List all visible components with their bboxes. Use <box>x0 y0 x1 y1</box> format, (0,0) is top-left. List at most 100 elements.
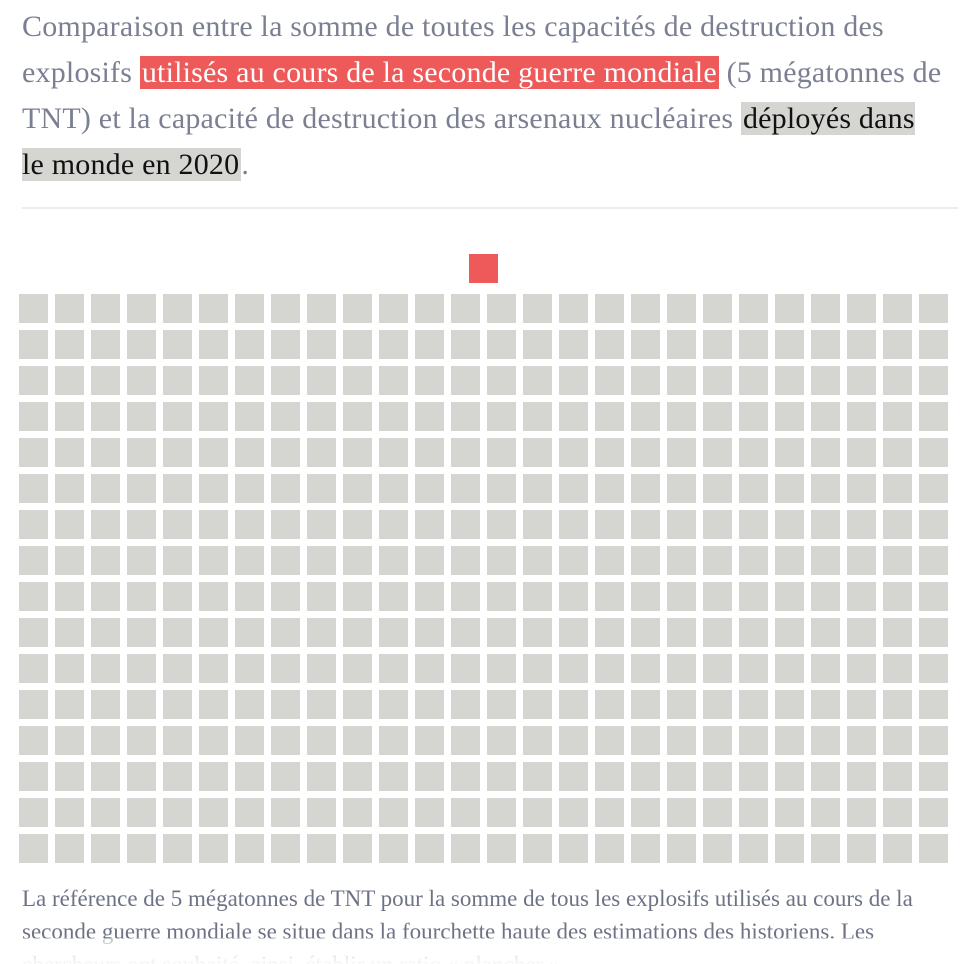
arsenal-square <box>667 438 696 467</box>
arsenal-square <box>343 654 372 683</box>
arsenal-square <box>811 582 840 611</box>
arsenal-square <box>595 366 624 395</box>
arsenal-square <box>55 762 84 791</box>
arsenal-square <box>163 330 192 359</box>
arsenal-square <box>667 582 696 611</box>
arsenal-square <box>19 798 48 827</box>
arsenal-square <box>19 690 48 719</box>
arsenal-square <box>199 762 228 791</box>
arsenal-square <box>163 402 192 431</box>
arsenal-square <box>127 438 156 467</box>
arsenal-square <box>379 438 408 467</box>
arsenal-square <box>91 474 120 503</box>
arsenal-square <box>775 798 804 827</box>
arsenal-square <box>631 582 660 611</box>
arsenal-square <box>883 654 912 683</box>
arsenal-square <box>595 798 624 827</box>
arsenal-square <box>559 690 588 719</box>
arsenal-square <box>883 510 912 539</box>
arsenal-square <box>847 654 876 683</box>
arsenal-square <box>775 582 804 611</box>
arsenal-square <box>271 330 300 359</box>
arsenal-square <box>523 366 552 395</box>
arsenal-square <box>703 726 732 755</box>
arsenal-square <box>307 654 336 683</box>
arsenal-square <box>919 762 948 791</box>
arsenal-square <box>91 762 120 791</box>
arsenal-square <box>811 510 840 539</box>
arsenal-square <box>91 330 120 359</box>
arsenal-square <box>271 834 300 863</box>
arsenal-square <box>127 546 156 575</box>
arsenal-square <box>775 726 804 755</box>
arsenal-square <box>739 690 768 719</box>
arsenal-square <box>55 474 84 503</box>
arsenal-square <box>127 690 156 719</box>
arsenal-square <box>883 402 912 431</box>
arsenal-square <box>451 294 480 323</box>
arsenal-square <box>559 834 588 863</box>
arsenal-square <box>847 366 876 395</box>
arsenal-square <box>235 618 264 647</box>
arsenal-square <box>451 762 480 791</box>
arsenal-square <box>703 582 732 611</box>
arsenal-square <box>127 654 156 683</box>
arsenal-square <box>523 438 552 467</box>
arsenal-square <box>307 438 336 467</box>
arsenal-square <box>19 294 48 323</box>
arsenal-square <box>883 474 912 503</box>
arsenal-square <box>667 474 696 503</box>
arsenal-square <box>595 330 624 359</box>
arsenal-square <box>847 582 876 611</box>
arsenal-square <box>739 582 768 611</box>
arsenal-square <box>667 834 696 863</box>
arsenal-square <box>919 798 948 827</box>
arsenal-square <box>235 438 264 467</box>
waffle-chart <box>19 254 948 863</box>
arsenal-square <box>235 330 264 359</box>
arsenal-square <box>307 366 336 395</box>
arsenal-square <box>739 546 768 575</box>
arsenal-square <box>523 402 552 431</box>
arsenal-square <box>595 438 624 467</box>
arsenal-square <box>811 546 840 575</box>
arsenal-square <box>775 546 804 575</box>
arsenal-square <box>91 582 120 611</box>
arsenal-square <box>631 798 660 827</box>
arsenal-square <box>919 294 948 323</box>
arsenal-square <box>271 798 300 827</box>
arsenal-square <box>919 330 948 359</box>
arsenal-square <box>271 546 300 575</box>
arsenal-square <box>811 618 840 647</box>
arsenal-square <box>775 438 804 467</box>
arsenal-square <box>415 654 444 683</box>
arsenal-square <box>55 294 84 323</box>
arsenal-square <box>523 834 552 863</box>
arsenal-square <box>235 402 264 431</box>
arsenal-square <box>487 546 516 575</box>
arsenal-square <box>811 798 840 827</box>
divider <box>22 207 958 209</box>
arsenal-square <box>19 546 48 575</box>
arsenal-square <box>307 798 336 827</box>
arsenal-square <box>631 726 660 755</box>
arsenal-square <box>235 834 264 863</box>
arsenal-square <box>127 762 156 791</box>
arsenal-square <box>55 618 84 647</box>
arsenal-square <box>19 654 48 683</box>
arsenal-square <box>775 654 804 683</box>
arsenal-square <box>559 510 588 539</box>
arsenal-square <box>343 618 372 647</box>
arsenal-square <box>415 294 444 323</box>
arsenal-square <box>703 762 732 791</box>
arsenal-square <box>379 474 408 503</box>
arsenal-square <box>631 402 660 431</box>
arsenal-square <box>919 654 948 683</box>
arsenal-square <box>487 294 516 323</box>
arsenal-square <box>631 294 660 323</box>
arsenal-square <box>163 510 192 539</box>
arsenal-square <box>631 654 660 683</box>
arsenal-square <box>559 654 588 683</box>
arsenal-square <box>847 690 876 719</box>
